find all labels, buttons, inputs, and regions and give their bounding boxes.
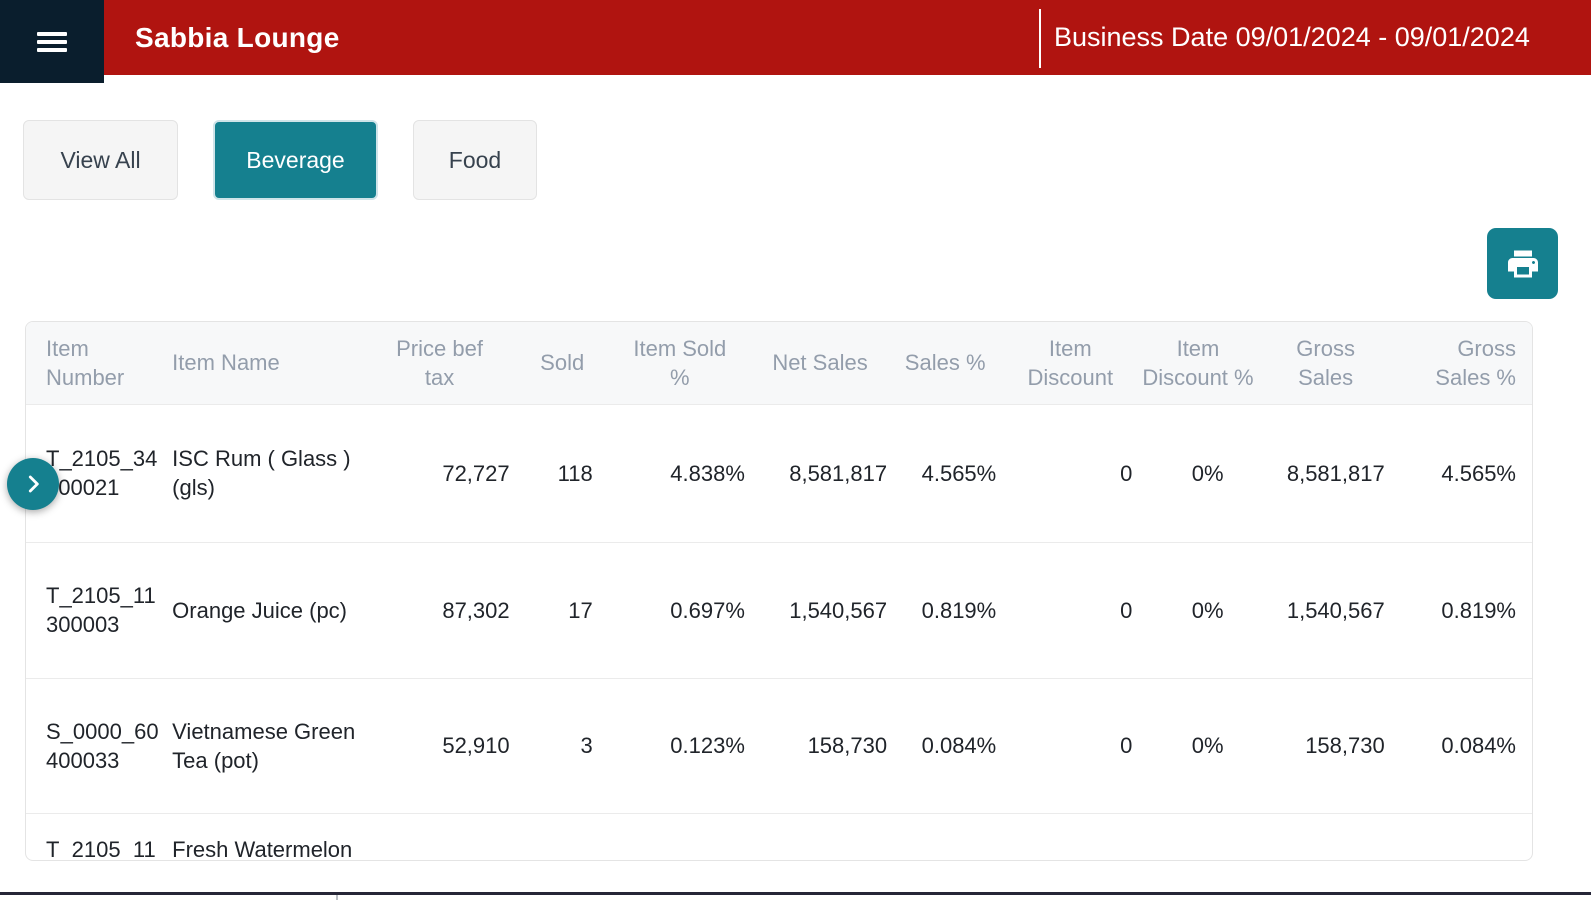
cell-item-sold-pct bbox=[610, 813, 750, 861]
cell-sales-pct bbox=[890, 813, 1000, 861]
cell-gross-sales-pct: 0.084% bbox=[1396, 678, 1532, 813]
cell-item-sold-pct: 0.123% bbox=[610, 678, 750, 813]
table-header: ItemNumberItem NamePrice beftaxSoldItem … bbox=[26, 322, 1532, 404]
cell-item-discount bbox=[1000, 813, 1140, 861]
table-row: T_2105_11Fresh Watermelon bbox=[26, 813, 1532, 861]
table-row: T_2105_34300021ISC Rum ( Glass )(gls)72,… bbox=[26, 404, 1532, 542]
cell-net-sales bbox=[750, 813, 890, 861]
cell-net-sales: 8,581,817 bbox=[750, 404, 890, 542]
cell-item-name: ISC Rum ( Glass )(gls) bbox=[151, 404, 364, 542]
page-title: Sabbia Lounge bbox=[135, 0, 340, 75]
column-header-sold: Sold bbox=[515, 322, 610, 404]
category-filter-group: View All Beverage Food bbox=[23, 120, 537, 200]
cell-item-discount-pct: 0% bbox=[1140, 542, 1255, 678]
cell-item-discount: 0 bbox=[1000, 678, 1140, 813]
cell-sold: 3 bbox=[515, 678, 610, 813]
cell-net-sales: 158,730 bbox=[750, 678, 890, 813]
chevron-right-icon bbox=[20, 471, 46, 497]
cell-sold bbox=[515, 813, 610, 861]
footer-top-border bbox=[0, 892, 1591, 895]
cell-item-sold-pct: 4.838% bbox=[610, 404, 750, 542]
column-header-item-discount: ItemDiscount bbox=[1000, 322, 1140, 404]
cell-item-discount-pct bbox=[1140, 813, 1255, 861]
cell-item-number: T_2105_11300003 bbox=[26, 542, 151, 678]
expand-row-button[interactable] bbox=[7, 458, 59, 510]
cell-sales-pct: 4.565% bbox=[890, 404, 1000, 542]
business-date-label[interactable]: Business Date 09/01/2024 - 09/01/2024 bbox=[1054, 0, 1530, 75]
cell-sold: 17 bbox=[515, 542, 610, 678]
cell-item-name: Vietnamese GreenTea (pot) bbox=[151, 678, 364, 813]
cell-item-discount-pct: 0% bbox=[1140, 678, 1255, 813]
table-row: S_0000_60400033Vietnamese GreenTea (pot)… bbox=[26, 678, 1532, 813]
cell-item-number: S_0000_60400033 bbox=[26, 678, 151, 813]
items-report-table-card: ItemNumberItem NamePrice beftaxSoldItem … bbox=[25, 321, 1533, 861]
cell-price-bef-tax bbox=[364, 813, 514, 861]
cell-price-bef-tax: 72,727 bbox=[364, 404, 514, 542]
cell-gross-sales-pct: 0.819% bbox=[1396, 542, 1532, 678]
cell-sales-pct: 0.084% bbox=[890, 678, 1000, 813]
cell-price-bef-tax: 87,302 bbox=[364, 542, 514, 678]
print-button[interactable] bbox=[1487, 228, 1558, 299]
cell-item-number: T_2105_11 bbox=[26, 813, 151, 861]
footer-column-divider bbox=[336, 895, 338, 900]
filter-food-button[interactable]: Food bbox=[413, 120, 537, 200]
cell-price-bef-tax: 52,910 bbox=[364, 678, 514, 813]
menu-button[interactable] bbox=[0, 0, 104, 83]
cell-item-name: Orange Juice (pc) bbox=[151, 542, 364, 678]
column-header-item-name: Item Name bbox=[151, 322, 364, 404]
column-header-gross-sales: GrossSales bbox=[1256, 322, 1396, 404]
column-header-sales-pct: Sales % bbox=[890, 322, 1000, 404]
printer-icon bbox=[1505, 246, 1541, 282]
cell-gross-sales: 1,540,567 bbox=[1256, 542, 1396, 678]
header-divider bbox=[1039, 9, 1041, 68]
cell-gross-sales-pct bbox=[1396, 813, 1532, 861]
table-row: T_2105_11300003Orange Juice (pc)87,30217… bbox=[26, 542, 1532, 678]
cell-item-name: Fresh Watermelon bbox=[151, 813, 364, 861]
column-header-item-sold-pct: Item Sold% bbox=[610, 322, 750, 404]
filter-view-all-button[interactable]: View All bbox=[23, 120, 178, 200]
column-header-item-discount-pct: ItemDiscount % bbox=[1140, 322, 1255, 404]
cell-item-discount: 0 bbox=[1000, 542, 1140, 678]
cell-item-sold-pct: 0.697% bbox=[610, 542, 750, 678]
cell-item-discount: 0 bbox=[1000, 404, 1140, 542]
column-header-price-bef-tax: Price beftax bbox=[364, 322, 514, 404]
cell-gross-sales-pct: 4.565% bbox=[1396, 404, 1532, 542]
cell-net-sales: 1,540,567 bbox=[750, 542, 890, 678]
items-report-table: ItemNumberItem NamePrice beftaxSoldItem … bbox=[26, 322, 1532, 861]
cell-gross-sales: 158,730 bbox=[1256, 678, 1396, 813]
cell-gross-sales bbox=[1256, 813, 1396, 861]
cell-item-discount-pct: 0% bbox=[1140, 404, 1255, 542]
column-header-gross-sales-pct: GrossSales % bbox=[1396, 322, 1532, 404]
hamburger-icon bbox=[37, 28, 67, 56]
filter-beverage-button[interactable]: Beverage bbox=[213, 120, 378, 200]
cell-sold: 118 bbox=[515, 404, 610, 542]
column-header-item-number: ItemNumber bbox=[26, 322, 151, 404]
cell-sales-pct: 0.819% bbox=[890, 542, 1000, 678]
app-header: Sabbia Lounge Business Date 09/01/2024 -… bbox=[0, 0, 1591, 75]
column-header-net-sales: Net Sales bbox=[750, 322, 890, 404]
cell-gross-sales: 8,581,817 bbox=[1256, 404, 1396, 542]
